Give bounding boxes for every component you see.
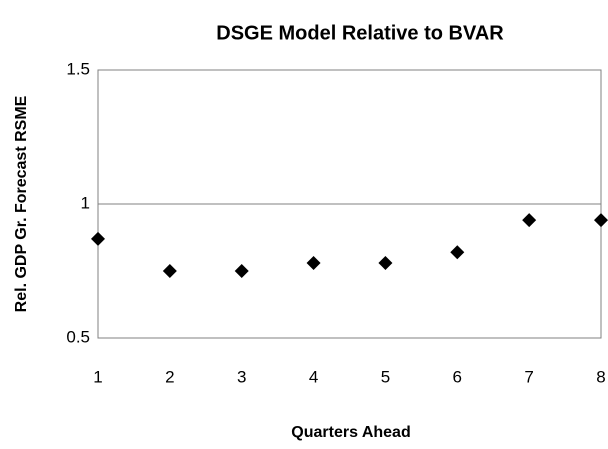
chart-title: DSGE Model Relative to BVAR (216, 22, 504, 44)
y-tick-label: 1.5 (66, 59, 90, 78)
point (522, 213, 537, 228)
y-axis-title: Rel. GDP Gr. Forecast RSME (13, 95, 30, 312)
y-tick-label: 0.5 (66, 327, 90, 346)
point (306, 255, 321, 270)
x-tick-label: 6 (453, 367, 462, 386)
point (91, 231, 105, 246)
x-tick-label: 3 (237, 367, 246, 386)
x-tick-label: 1 (93, 367, 102, 386)
point (234, 264, 249, 278)
x-tick-label: 7 (524, 367, 533, 386)
x-tick-label: 8 (596, 367, 605, 386)
point (594, 213, 608, 228)
y-tick-label: 1 (81, 193, 90, 212)
x-axis-title: Quarters Ahead (291, 424, 410, 441)
x-tick-label: 4 (309, 367, 318, 386)
point (450, 245, 465, 260)
point (162, 264, 177, 278)
x-tick-label: 2 (165, 367, 174, 386)
point (378, 255, 393, 270)
x-tick-label: 5 (381, 367, 390, 386)
